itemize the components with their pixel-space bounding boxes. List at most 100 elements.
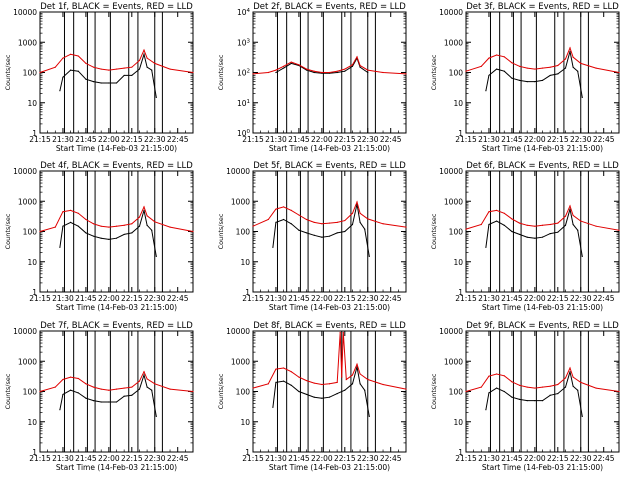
- x-tick-label: 22:15: [334, 294, 356, 303]
- x-tick-label: 22:00: [311, 294, 333, 303]
- data-point-events: [155, 255, 157, 258]
- chart-title: Det 7f, BLACK = Events, RED = LLD: [40, 321, 193, 331]
- x-tick-label: 22:45: [167, 294, 189, 303]
- data-point-lld: [557, 64, 559, 67]
- x-tick-label: 22:15: [121, 294, 143, 303]
- x-tick-label: 21:45: [75, 454, 97, 463]
- data-point-events: [564, 386, 567, 388]
- x-tick-label: 22:15: [547, 454, 569, 463]
- data-point-lld: [480, 65, 482, 67]
- data-point-lld: [595, 225, 597, 227]
- chart-title: Det 9f, BLACK = Events, RED = LLD: [466, 321, 619, 331]
- data-point-lld: [100, 225, 102, 227]
- y-tick-label: 1: [458, 288, 463, 297]
- chart-title: Det 5f, BLACK = Events, RED = LLD: [253, 161, 406, 171]
- data-point-events: [62, 76, 64, 78]
- data-point-lld: [154, 383, 156, 385]
- data-point-lld: [123, 224, 125, 226]
- x-tick-label: 22:30: [570, 454, 592, 463]
- chart-title: Det 3f, BLACK = Events, RED = LLD: [466, 2, 619, 12]
- series-line-events: [485, 51, 583, 98]
- chart-panel-3: Det 3f, BLACK = Events, RED = LLD 1 10 100 1…: [430, 2, 620, 153]
- data-point-lld: [131, 223, 133, 225]
- data-point-events: [359, 221, 361, 223]
- data-point-events: [138, 68, 141, 70]
- data-point-events: [85, 397, 87, 399]
- x-tick-label: 22:00: [524, 135, 546, 144]
- chart-panel-4: Det 4f, BLACK = Events, RED = LLD 1 10 100 1…: [4, 161, 194, 312]
- y-tick-label: 1000: [231, 197, 250, 206]
- plot-frame: [465, 11, 620, 134]
- x-tick-label: 22:00: [311, 454, 333, 463]
- x-axis-label: Start Time (14-Feb-03 21:15:00): [482, 144, 603, 153]
- data-point-lld: [108, 226, 110, 228]
- data-point-events: [146, 224, 148, 226]
- data-point-events: [283, 380, 285, 382]
- data-point-lld: [92, 223, 95, 225]
- x-tick-label: 22:30: [357, 454, 379, 463]
- data-point-lld: [321, 383, 323, 386]
- data-point-lld: [518, 65, 521, 67]
- x-tick-label: 22:45: [593, 454, 615, 463]
- y-axis-label: Counts/sec: [430, 213, 438, 249]
- series-line-lld: [252, 55, 407, 75]
- data-point-lld: [328, 383, 331, 385]
- y-tick-label: 1000: [18, 197, 37, 206]
- data-point-lld: [503, 375, 505, 377]
- data-point-lld: [557, 222, 559, 224]
- y-axis-label: Counts/sec: [4, 213, 12, 249]
- data-point-lld: [252, 225, 254, 227]
- chart-title: Det 1f, BLACK = Events, RED = LLD: [40, 2, 193, 12]
- data-point-events: [115, 82, 118, 84]
- y-axis-label: Counts/sec: [4, 54, 12, 90]
- x-tick-label: 22:45: [167, 454, 189, 463]
- data-point-events: [336, 393, 338, 395]
- x-axis-label: Start Time (14-Feb-03 21:15:00): [269, 463, 390, 472]
- data-point-events: [541, 400, 544, 402]
- data-point-events: [328, 396, 331, 398]
- data-point-lld: [465, 390, 467, 393]
- x-axis-label: Start Time (14-Feb-03 21:15:00): [56, 463, 177, 472]
- y-tick-label: 1000: [18, 38, 37, 47]
- data-point-events: [557, 73, 559, 75]
- data-point-lld: [511, 62, 513, 64]
- data-point-lld: [115, 388, 118, 390]
- data-point-events: [138, 388, 141, 390]
- data-point-events: [344, 230, 346, 233]
- data-point-events: [143, 209, 145, 211]
- chart-title: Det 8f, BLACK = Events, RED = LLD: [253, 321, 406, 331]
- y-tick-label: 100: [236, 388, 251, 397]
- data-point-events: [100, 401, 102, 403]
- data-point-events: [59, 409, 61, 411]
- data-point-lld: [115, 68, 118, 70]
- data-point-events: [359, 66, 361, 68]
- data-point-lld: [595, 67, 597, 69]
- data-point-events: [85, 78, 87, 80]
- data-point-lld: [321, 71, 323, 74]
- data-point-lld: [465, 70, 467, 72]
- data-point-events: [534, 81, 536, 83]
- data-point-events: [138, 225, 141, 227]
- data-point-events: [549, 394, 551, 396]
- y-tick-label: 10000: [13, 327, 37, 336]
- data-point-lld: [169, 68, 171, 70]
- data-point-lld: [356, 201, 358, 203]
- series-line-lld: [465, 366, 620, 392]
- data-point-lld: [344, 219, 346, 222]
- data-point-lld: [618, 390, 620, 393]
- data-point-events: [485, 409, 487, 411]
- chart-panel-9: Det 9f, BLACK = Events, RED = LLD 1 10 100 1…: [430, 321, 620, 472]
- x-tick-label: 21:30: [478, 454, 500, 463]
- data-point-lld: [92, 386, 95, 388]
- y-tick-label: 101: [237, 99, 250, 108]
- x-tick-label: 21:45: [288, 294, 310, 303]
- data-point-events: [275, 71, 277, 74]
- data-point-lld: [549, 385, 551, 387]
- data-point-events: [100, 237, 102, 239]
- series-line-events: [272, 204, 370, 257]
- data-point-lld: [115, 225, 118, 227]
- data-point-lld: [77, 212, 79, 214]
- data-point-lld: [138, 216, 141, 218]
- data-point-events: [155, 415, 157, 418]
- data-point-events: [364, 228, 366, 230]
